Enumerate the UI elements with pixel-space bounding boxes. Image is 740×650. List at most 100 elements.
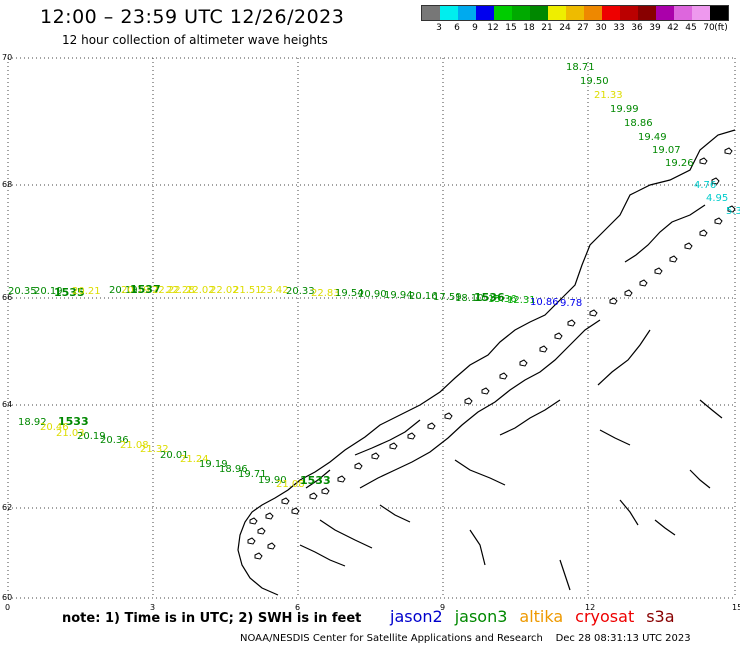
- legend-swatch: [476, 6, 494, 20]
- wave-height-label: 10.86: [530, 297, 559, 308]
- satellite-name: jason2: [390, 607, 443, 626]
- legend-label: 3: [436, 23, 442, 33]
- wave-height-label: 1536: [474, 291, 505, 304]
- legend-swatch: [548, 6, 566, 20]
- satellite-legend: jason2 jason3 altika cryosat s3a: [390, 607, 687, 626]
- coastline-segment: [597, 329, 651, 386]
- wave-height-label: 18.86: [624, 118, 653, 129]
- axis-labels: 70 68 66 64 62 600 3 6 9 12 15: [2, 53, 740, 612]
- legend-swatch: [656, 6, 674, 20]
- wave-height-label: 4.95: [706, 193, 728, 204]
- latitude-label: 64: [2, 400, 12, 409]
- wave-height-label: 21.32: [140, 444, 169, 455]
- coastline-segment: [359, 319, 601, 489]
- island-outline: [699, 229, 708, 237]
- longitude-label: 9: [440, 603, 445, 612]
- wave-height-label: 12.31: [507, 295, 536, 306]
- island-outline: [714, 217, 723, 225]
- island-outline: [499, 372, 508, 380]
- footer-agency: NOAA/NESDIS Center for Satellite Applica…: [240, 633, 543, 644]
- island-outline: [669, 255, 678, 263]
- wave-height-label: 18.96: [219, 464, 248, 475]
- wave-height-label: 19.54: [335, 288, 364, 299]
- wave-height-label: 19.90: [258, 475, 287, 486]
- legend-swatch: [566, 6, 584, 20]
- island-outline: [389, 442, 398, 450]
- legend-swatch: [458, 6, 476, 20]
- island-outline: [624, 289, 633, 297]
- wave-height-label: 20.36: [100, 435, 129, 446]
- island-outline: [267, 542, 276, 550]
- island-outline: [291, 507, 300, 515]
- wave-height-label: 22.83: [311, 288, 340, 299]
- longitude-label: 0: [5, 603, 10, 612]
- footer-credit: NOAA/NESDIS Center for Satellite Applica…: [240, 633, 691, 644]
- wave-height-label: 20.16: [409, 291, 438, 302]
- coastline-segment: [469, 529, 486, 566]
- island-outline: [699, 157, 708, 165]
- island-outline: [481, 387, 490, 395]
- coastline-segment: [379, 504, 411, 523]
- island-outline: [337, 475, 346, 483]
- wave-height-label: 15.36: [488, 294, 517, 305]
- wave-height-label: 18.92: [18, 417, 47, 428]
- longitude-label: 6: [295, 603, 300, 612]
- wave-height-label: 19.99: [610, 104, 639, 115]
- legend-label: 27: [577, 23, 589, 33]
- island-outline: [554, 332, 563, 340]
- coastline-segment: [454, 459, 506, 486]
- legend-swatches: [421, 5, 729, 21]
- latitude-label: 66: [2, 293, 12, 302]
- legend-label: 39: [649, 23, 661, 33]
- satellite-name: altika: [519, 607, 564, 626]
- coastline-segment: [689, 469, 711, 489]
- legend-label: 15: [505, 23, 517, 33]
- legend-labels: 3 6 9 12 15 18 21 24 27 30 33 36 39 42 45 70 (ft): [421, 21, 729, 33]
- wave-height-label: 20.19: [109, 285, 138, 296]
- legend-swatch: [494, 6, 512, 20]
- island-outline: [727, 205, 736, 213]
- island-outline: [257, 527, 266, 535]
- legend-label: 9: [472, 23, 478, 33]
- wave-height-label: 21.51: [233, 285, 262, 296]
- island-outline: [354, 462, 363, 470]
- island-outline: [309, 492, 318, 500]
- longitude-label: 3: [150, 603, 155, 612]
- wave-height-label: 19.26: [665, 158, 694, 169]
- map-title: 12:00 – 23:59 UTC 12/26/2023: [40, 6, 345, 28]
- island-outline: [724, 147, 733, 155]
- island-outline: [281, 497, 290, 505]
- wave-height-label: 21.03: [56, 428, 85, 439]
- map-grid: [7, 57, 736, 599]
- coastline-segment: [299, 544, 346, 567]
- legend-swatch: [710, 6, 728, 20]
- island-outline: [265, 512, 274, 520]
- legend-swatch: [674, 6, 692, 20]
- wave-height-label: 19.19: [199, 459, 228, 470]
- legend-label: 33: [613, 23, 625, 33]
- wave-height-label: 20.21: [72, 286, 101, 297]
- wave-height-label: 1537: [130, 283, 161, 296]
- wave-height-label: 1533: [300, 474, 331, 487]
- wave-height-label: 19.50: [580, 76, 609, 87]
- island-outline: [371, 452, 380, 460]
- island-outline: [249, 517, 258, 525]
- coastline-segment: [619, 499, 639, 526]
- legend-swatch: [422, 6, 440, 20]
- coastline-segment: [354, 419, 421, 456]
- legend-swatch: [638, 6, 656, 20]
- coastline-segment: [624, 204, 706, 263]
- wave-height-label: 21.24: [180, 454, 209, 465]
- island-outline: [321, 487, 330, 495]
- satellite-name: jason3: [454, 607, 508, 626]
- wave-height-label: 19.94: [384, 290, 413, 301]
- legend-label: 45: [685, 23, 697, 33]
- wave-height-label: 19.49: [638, 132, 667, 143]
- island-outline: [589, 309, 598, 317]
- norway-coastline: [237, 129, 736, 596]
- latitude-label: 70: [2, 53, 12, 62]
- wave-height-label: 21.08: [276, 479, 305, 490]
- longitude-label: 15: [732, 603, 740, 612]
- wave-height-label: 21.33: [594, 90, 623, 101]
- island-outline: [539, 345, 548, 353]
